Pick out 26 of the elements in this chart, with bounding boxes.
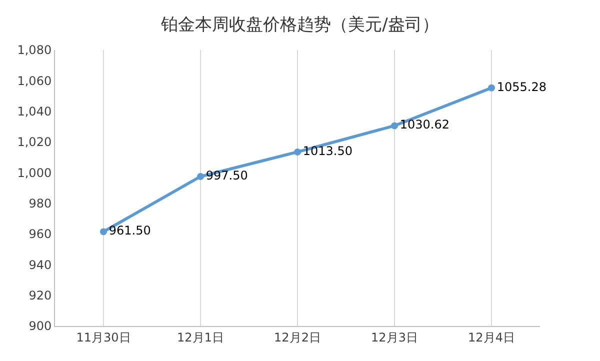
point [197, 173, 204, 180]
y-tick-label: 1,040 [17, 104, 52, 119]
point [488, 84, 495, 92]
y-tick-label: 1,060 [17, 74, 52, 88]
x-tick-label: 12月3日 [371, 330, 418, 344]
text: 961.50 [108, 224, 151, 238]
y-tick-label: 1,080 [17, 43, 52, 58]
y-tick-label: 900 [28, 319, 52, 334]
point [294, 148, 301, 156]
y-tick-label: 920 [28, 288, 52, 303]
x-tick-label: 12月4日 [468, 330, 515, 344]
text: 1030.62 [400, 118, 450, 132]
x-tick-label: 12月2日 [274, 330, 321, 344]
text: 997.50 [206, 168, 248, 182]
x-tick-label: 12月1日 [177, 330, 224, 344]
y-tick-label: 1,000 [17, 166, 52, 180]
y-tick-label: 940 [28, 258, 52, 272]
point [391, 122, 398, 130]
point [100, 228, 107, 236]
text: 1055.28 [496, 80, 546, 94]
y-tick-label: 1,020 [17, 135, 52, 150]
x-tick-label: 11月30日 [76, 330, 131, 344]
y-tick-label: 960 [28, 227, 52, 242]
chart-title: 铂金本周收盘价格趋势（美元/盎司） [160, 14, 439, 35]
y-tick-label: 980 [28, 196, 52, 211]
text: 1013.50 [302, 144, 352, 158]
